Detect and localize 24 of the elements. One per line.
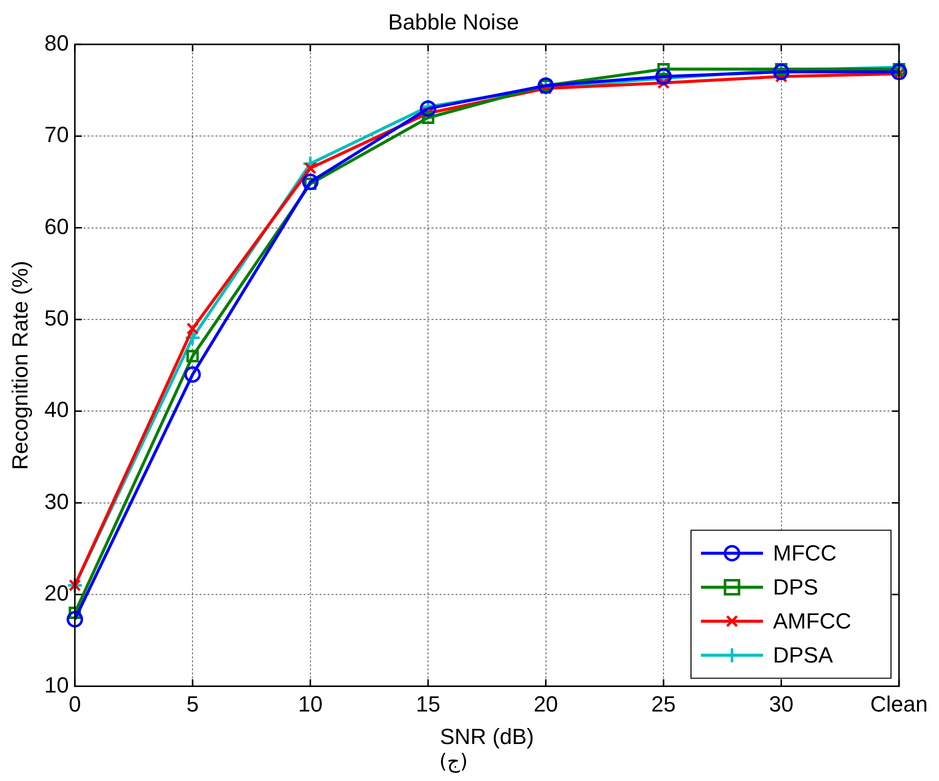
y-tick-label: 30 — [44, 488, 69, 514]
y-tick-label: 80 — [44, 30, 69, 56]
y-tick-label: 60 — [44, 214, 69, 239]
x-tick-label: 10 — [298, 691, 323, 716]
x-tick-label: 5 — [186, 691, 199, 716]
y-tick-label: 40 — [44, 397, 69, 422]
x-tick-label: 20 — [534, 691, 558, 716]
y-tick-label: 20 — [44, 580, 69, 606]
x-tick-label: Clean — [870, 691, 928, 716]
x-tick-label: 0 — [68, 691, 81, 716]
legend-label: MFCC — [773, 540, 837, 566]
y-tick-label: 10 — [44, 672, 69, 698]
legend-label: DPS — [773, 574, 818, 600]
legend-label: DPSA — [773, 642, 834, 668]
chart-title: Babble Noise — [388, 9, 519, 34]
x-tick-label: 15 — [416, 691, 440, 716]
x-tick-label: 30 — [769, 691, 794, 716]
x-tick-label: 25 — [651, 691, 676, 716]
legend-label: AMFCC — [773, 608, 852, 634]
y-tick-label: 50 — [44, 306, 69, 331]
y-axis-title: Recognition Rate (%) — [7, 260, 32, 470]
x-axis-title: SNR (dB) — [440, 724, 534, 749]
y-tick-label: 70 — [44, 122, 69, 148]
text: (ج) — [439, 749, 468, 774]
